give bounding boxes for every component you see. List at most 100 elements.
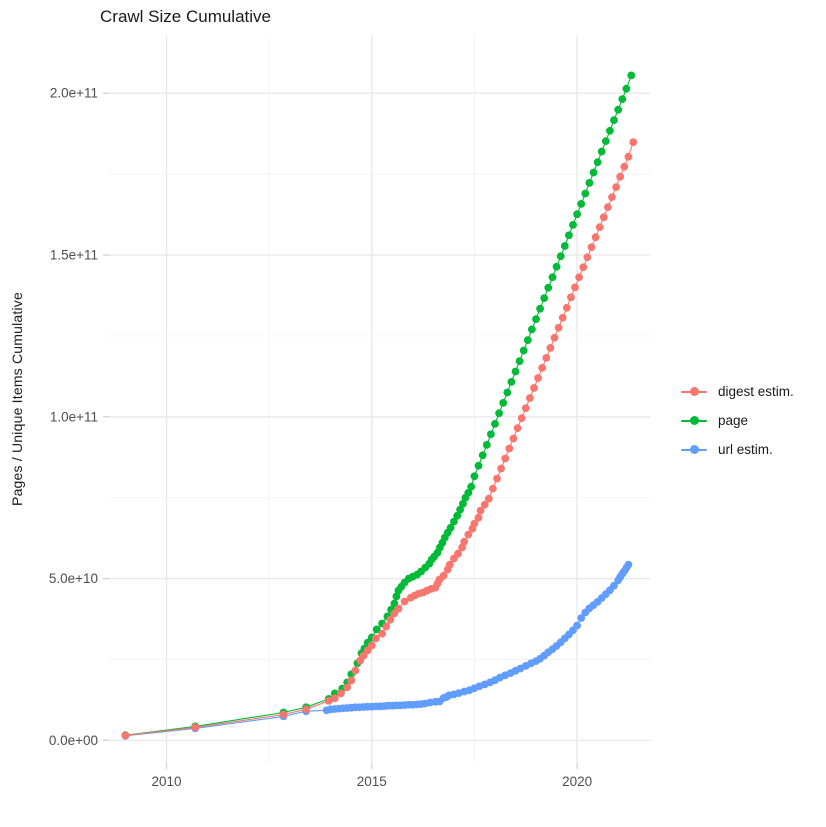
data-point xyxy=(446,523,455,532)
data-point xyxy=(629,138,638,147)
data-point xyxy=(583,253,592,262)
data-point xyxy=(606,126,614,135)
data-point xyxy=(601,137,610,146)
data-point xyxy=(610,116,618,124)
data-point xyxy=(474,513,483,522)
data-point xyxy=(279,710,288,719)
data-point xyxy=(439,571,448,580)
data-point xyxy=(495,409,503,418)
data-point xyxy=(608,193,616,202)
data-point xyxy=(400,597,409,606)
data-point xyxy=(532,315,540,323)
data-point xyxy=(523,336,532,344)
data-point xyxy=(577,614,586,622)
data-point xyxy=(394,604,403,613)
series-url-estim xyxy=(121,560,633,740)
data-point xyxy=(337,689,345,698)
data-point xyxy=(562,303,571,312)
x-tick-label: 2020 xyxy=(562,774,592,789)
data-point xyxy=(491,420,499,428)
data-point xyxy=(453,511,462,520)
legend-label: url estim. xyxy=(718,442,773,457)
data-point xyxy=(597,147,606,156)
data-point xyxy=(526,394,534,402)
gridlines-major xyxy=(109,35,651,763)
y-tick-label: 1.5e+11 xyxy=(50,248,98,263)
data-point xyxy=(528,325,536,334)
data-point xyxy=(347,676,356,685)
data-point xyxy=(627,71,636,80)
data-point xyxy=(464,530,473,539)
data-point xyxy=(575,273,583,282)
data-point xyxy=(343,683,352,692)
data-point xyxy=(470,472,479,481)
data-point xyxy=(610,581,618,590)
y-axis-title-strip: Pages / Unique Items Cumulative xyxy=(0,35,34,763)
legend: digest estim. page url estim. xyxy=(681,377,794,464)
data-point xyxy=(454,549,462,558)
data-point xyxy=(552,262,561,271)
data-point xyxy=(589,168,598,177)
data-point xyxy=(591,233,600,242)
data-point xyxy=(378,629,386,638)
data-point xyxy=(470,519,479,528)
data-point xyxy=(567,293,575,302)
chart-title: Crawl Size Cumulative xyxy=(100,7,271,26)
data-point xyxy=(191,723,200,732)
data-point xyxy=(620,162,629,171)
data-point xyxy=(499,399,508,407)
data-point xyxy=(587,243,596,252)
data-point xyxy=(501,454,510,463)
data-point xyxy=(459,499,467,508)
data-point xyxy=(507,378,516,386)
series-page xyxy=(121,71,636,740)
data-point xyxy=(511,367,520,376)
y-tick-label: 2.0e+11 xyxy=(50,86,98,101)
data-point xyxy=(351,666,360,675)
data-point xyxy=(515,357,524,365)
data-point xyxy=(517,414,526,422)
data-point xyxy=(509,434,518,443)
data-point xyxy=(573,210,581,219)
x-tick-label: 2015 xyxy=(357,774,387,789)
data-point xyxy=(612,183,620,192)
data-point xyxy=(546,344,555,352)
data-point xyxy=(519,346,528,355)
legend-item-digest-estim: digest estim. xyxy=(681,377,794,406)
data-point xyxy=(534,374,542,382)
data-point xyxy=(497,464,505,473)
data-point xyxy=(493,474,501,483)
legend-key-icon xyxy=(681,435,707,464)
data-point xyxy=(382,622,391,631)
data-point xyxy=(478,451,487,460)
data-point xyxy=(392,592,401,601)
x-axis-tick-labels: 2010 2015 2020 xyxy=(151,774,592,789)
data-point xyxy=(367,641,376,650)
data-point xyxy=(624,152,633,161)
data-point xyxy=(560,242,569,250)
data-point xyxy=(503,388,512,397)
legend-item-page: page xyxy=(681,406,794,435)
data-point xyxy=(476,506,485,515)
legend-label: page xyxy=(718,413,749,428)
data-point xyxy=(599,213,608,222)
data-point xyxy=(484,494,493,503)
data-point xyxy=(536,304,544,313)
data-point xyxy=(577,200,586,208)
axis-tick-marks xyxy=(103,92,578,769)
data-point xyxy=(372,625,381,634)
data-point xyxy=(505,444,514,453)
data-point xyxy=(542,354,551,362)
data-point xyxy=(593,158,602,167)
data-series xyxy=(121,71,638,740)
data-point xyxy=(550,333,559,342)
data-point xyxy=(585,179,594,187)
data-point xyxy=(624,560,633,569)
data-point xyxy=(302,705,310,714)
data-point xyxy=(513,424,522,432)
data-point xyxy=(450,517,458,526)
data-point xyxy=(614,105,623,114)
data-point xyxy=(456,505,464,514)
y-tick-label: 5.0e+10 xyxy=(49,571,98,586)
